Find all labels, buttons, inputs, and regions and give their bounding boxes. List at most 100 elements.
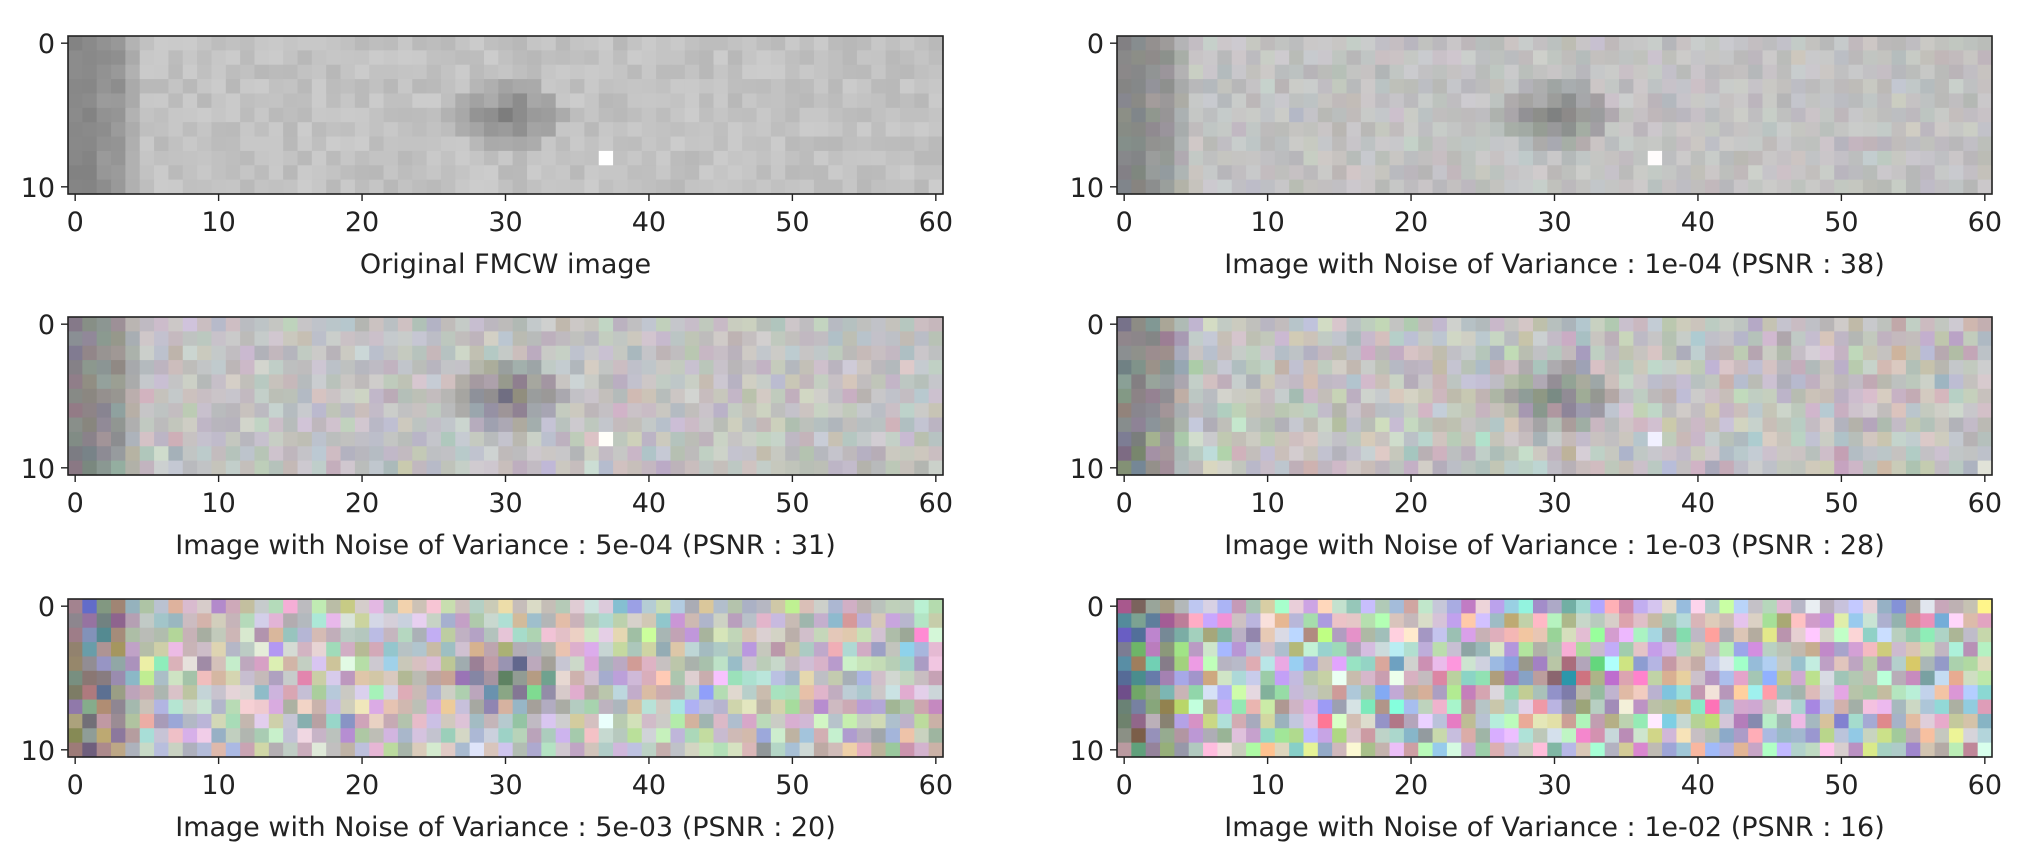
- heatmap-cell: [742, 671, 757, 686]
- heatmap-cell: [326, 403, 341, 418]
- heatmap-cell: [298, 446, 313, 461]
- heatmap-cell: [1433, 446, 1448, 461]
- heatmap-cell: [1906, 331, 1921, 346]
- heatmap-cell: [1533, 137, 1548, 152]
- heatmap-cell: [1662, 331, 1677, 346]
- x-tick-label: 10: [1250, 207, 1284, 238]
- heatmap-cell: [1963, 403, 1978, 418]
- heatmap-cell: [1404, 613, 1419, 628]
- heatmap-cell: [900, 36, 915, 51]
- x-tick-label: 60: [919, 770, 953, 801]
- heatmap-cell: [1877, 165, 1892, 180]
- heatmap-cell: [1705, 461, 1720, 476]
- heatmap-cell: [1404, 700, 1419, 715]
- heatmap-cell: [140, 461, 155, 476]
- heatmap-cell: [355, 50, 370, 65]
- heatmap-cell: [1318, 180, 1333, 195]
- heatmap-cell: [1504, 671, 1519, 686]
- heatmap-cell: [1160, 137, 1175, 152]
- heatmap-cell: [82, 671, 97, 686]
- heatmap-cell: [1347, 317, 1362, 332]
- heatmap-cell: [82, 403, 97, 418]
- heatmap-cell: [125, 446, 140, 461]
- heatmap-cell: [312, 93, 327, 108]
- heatmap-cell: [1174, 331, 1189, 346]
- heatmap-cell: [556, 65, 571, 80]
- heatmap-cell: [1447, 628, 1462, 643]
- heatmap-cell: [82, 165, 97, 180]
- heatmap-cell: [1318, 671, 1333, 686]
- heatmap-cell: [1418, 613, 1433, 628]
- heatmap-cell: [656, 108, 671, 123]
- heatmap-cell: [1820, 403, 1835, 418]
- heatmap-cell: [1676, 743, 1691, 758]
- heatmap-cell: [1791, 432, 1806, 447]
- heatmap-cell: [713, 642, 728, 657]
- heatmap-cell: [1576, 714, 1591, 729]
- heatmap-cell: [1146, 714, 1161, 729]
- heatmap-cell: [1777, 346, 1792, 361]
- heatmap-cell: [1562, 50, 1577, 65]
- heatmap-cell: [97, 36, 112, 51]
- heatmap-cell: [441, 728, 456, 743]
- heatmap-cell: [254, 93, 269, 108]
- heatmap-cell: [326, 346, 341, 361]
- heatmap-cell: [298, 331, 313, 346]
- heatmap-cell: [771, 685, 786, 700]
- heatmap-cell: [283, 714, 298, 729]
- heatmap-cell: [82, 656, 97, 671]
- heatmap-cell: [1404, 403, 1419, 418]
- heatmap-cell: [699, 613, 714, 628]
- heatmap-cell: [1232, 743, 1247, 758]
- heatmap-cell: [1174, 671, 1189, 686]
- heatmap-cell: [1834, 446, 1849, 461]
- heatmap-cell: [341, 180, 356, 195]
- heatmap-cell: [1920, 403, 1935, 418]
- heatmap-cell: [484, 36, 499, 51]
- heatmap-cell: [125, 613, 140, 628]
- heatmap-cell: [1332, 403, 1347, 418]
- heatmap-cell: [1361, 628, 1376, 643]
- heatmap-cell: [1863, 628, 1878, 643]
- heatmap-cell: [1490, 180, 1505, 195]
- heatmap-cell: [326, 743, 341, 758]
- heatmap-cell: [1476, 700, 1491, 715]
- heatmap-cell: [326, 108, 341, 123]
- heatmap-cell: [1160, 180, 1175, 195]
- heatmap-cell: [584, 122, 599, 137]
- heatmap-cell: [1734, 461, 1749, 476]
- heatmap-cell: [441, 461, 456, 476]
- heatmap-cell: [1260, 714, 1275, 729]
- heatmap-cell: [1117, 165, 1132, 180]
- heatmap-cell: [1303, 656, 1318, 671]
- heatmap-cell: [1590, 36, 1605, 51]
- heatmap-cell: [111, 671, 126, 686]
- heatmap-cell: [211, 50, 226, 65]
- heatmap-cell: [742, 728, 757, 743]
- heatmap-cell: [1676, 79, 1691, 94]
- heatmap-cell: [541, 346, 556, 361]
- heatmap-cell: [341, 331, 356, 346]
- heatmap-cell: [197, 432, 212, 447]
- heatmap-cell: [1146, 403, 1161, 418]
- heatmap-cell: [211, 642, 226, 657]
- heatmap-cell: [1347, 599, 1362, 614]
- heatmap-cell: [498, 432, 513, 447]
- heatmap-cell: [656, 642, 671, 657]
- heatmap-cell: [1834, 685, 1849, 700]
- heatmap-cell: [398, 65, 413, 80]
- heatmap-cell: [1949, 599, 1964, 614]
- heatmap-cell: [1762, 418, 1777, 433]
- heatmap-cell: [498, 50, 513, 65]
- heatmap-cell: [1777, 108, 1792, 123]
- heatmap-cell: [283, 346, 298, 361]
- heatmap-cell: [1619, 700, 1634, 715]
- heatmap-cell: [1232, 599, 1247, 614]
- heatmap-cell: [1347, 108, 1362, 123]
- heatmap-cell: [111, 656, 126, 671]
- heatmap-cell: [183, 461, 198, 476]
- heatmap-cell: [584, 331, 599, 346]
- heatmap-cell: [1275, 461, 1290, 476]
- heatmap-cell: [183, 642, 198, 657]
- heatmap-cell: [1303, 642, 1318, 657]
